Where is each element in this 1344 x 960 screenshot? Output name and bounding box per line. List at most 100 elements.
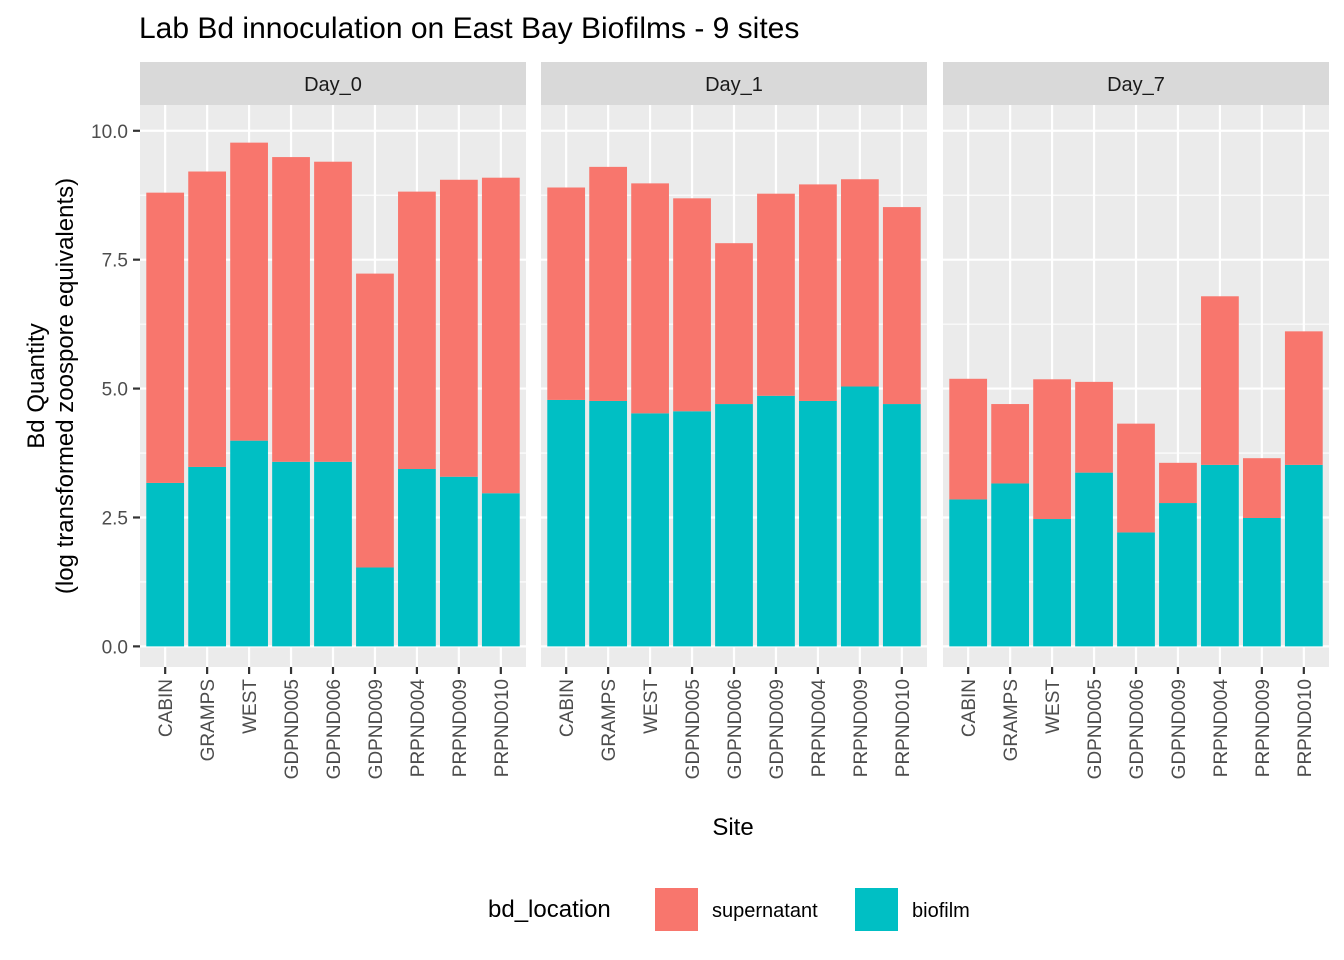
x-tick-label: GRAMPS: [1001, 679, 1022, 761]
bar-supernatant-PRPND004: [398, 191, 436, 470]
bar-supernatant-PRPND004: [799, 184, 837, 401]
bar-biofilm-PRPND010: [481, 493, 520, 647]
legend-label-biofilm: biofilm: [912, 900, 970, 922]
x-tick-label: PRPND010: [1295, 679, 1316, 777]
bar-supernatant-GRAMPS: [188, 171, 227, 467]
legend: bd_location supernatant biofilm: [488, 888, 970, 931]
facet-strip-Day_7: [943, 62, 1329, 105]
bar-supernatant-PRPND009: [1242, 458, 1281, 518]
bar-supernatant-GDPND006: [715, 243, 753, 405]
bar-biofilm-PRPND010: [882, 404, 921, 647]
y-axis: 0.0 2.5 5.0 7.5 10.0: [91, 122, 140, 658]
bar-supernatant-PRPND010: [882, 207, 921, 405]
x-tick-label: WEST: [641, 679, 662, 734]
bar-supernatant-GDPND009: [1159, 462, 1197, 504]
bar-biofilm-PRPND004: [398, 469, 436, 647]
x-tick-label: CABIN: [959, 679, 980, 737]
bar-supernatant-PRPND009: [840, 179, 879, 387]
y-tick-label: 7.5: [102, 251, 128, 272]
bar-supernatant-CABIN: [146, 192, 185, 483]
x-tick-label: GRAMPS: [599, 679, 620, 761]
bar-biofilm-GRAMPS: [188, 466, 227, 647]
x-tick-label: GDPND009: [1169, 679, 1190, 779]
facet-strip-label: Day_1: [705, 74, 763, 96]
x-tick-label: GDPND005: [282, 679, 303, 779]
x-tick-label: PRPND009: [450, 679, 471, 777]
bar-biofilm-GDPND009: [356, 567, 394, 647]
x-tick-label: PRPND009: [851, 679, 872, 777]
bar-supernatant-GDPND009: [356, 273, 394, 568]
x-tick-label: GDPND006: [725, 679, 746, 779]
bar-biofilm-GRAMPS: [589, 400, 628, 647]
x-tick-label: PRPND010: [893, 679, 914, 777]
bar-biofilm-GDPND005: [1075, 472, 1113, 647]
bar-supernatant-WEST: [1033, 379, 1071, 520]
bar-biofilm-GDPND006: [1117, 532, 1155, 647]
bar-biofilm-WEST: [230, 440, 268, 647]
x-tick-label: PRPND010: [492, 679, 513, 777]
bar-supernatant-WEST: [230, 142, 268, 441]
facet-panel-Day_7: Day_7 CABIN GRAMPS WEST GDPND005 GDPND006 GDPN…: [943, 62, 1329, 779]
y-tick-label: 2.5: [102, 508, 128, 529]
bar-biofilm-GDPND009: [1159, 503, 1197, 647]
facet-strip-label: Day_0: [304, 74, 362, 96]
bar-supernatant-GDPND009: [757, 193, 795, 396]
bar-supernatant-GDPND005: [1075, 381, 1113, 473]
facet-panels: Day_0 CABIN GRAMPS WEST GDPND005 GDPND006 GDPN…: [140, 62, 1329, 779]
facet-panel-Day_0: Day_0 CABIN GRAMPS WEST GDPND005 GDPND006 GDPN…: [140, 62, 526, 779]
facet-strip-Day_0: [140, 62, 526, 105]
bar-biofilm-WEST: [1033, 519, 1071, 647]
bar-supernatant-GRAMPS: [991, 404, 1030, 484]
bar-supernatant-GRAMPS: [589, 166, 628, 401]
y-tick-label: 10.0: [91, 122, 128, 143]
x-tick-label: WEST: [240, 679, 261, 734]
bar-biofilm-CABIN: [146, 482, 185, 647]
x-tick-label: GDPND005: [683, 679, 704, 779]
facet-strip-label: Day_7: [1107, 74, 1165, 96]
bar-supernatant-GDPND006: [1117, 423, 1155, 533]
legend-label-supernatant: supernatant: [712, 900, 818, 922]
bar-biofilm-GDPND005: [673, 411, 711, 647]
x-tick-label: WEST: [1043, 679, 1064, 734]
bar-biofilm-CABIN: [547, 399, 586, 647]
bar-biofilm-GDPND005: [272, 461, 310, 647]
legend-swatch-supernatant: [655, 888, 698, 931]
bar-biofilm-GDPND009: [757, 395, 795, 647]
chart-title: Lab Bd innoculation on East Bay Biofilms…: [139, 12, 799, 45]
bar-biofilm-PRPND010: [1284, 464, 1323, 647]
bar-biofilm-PRPND004: [799, 400, 837, 647]
bar-supernatant-PRPND004: [1201, 296, 1239, 465]
bar-biofilm-CABIN: [949, 499, 988, 647]
bar-biofilm-GDPND006: [314, 461, 352, 647]
bar-supernatant-WEST: [631, 183, 669, 414]
bar-biofilm-GRAMPS: [991, 483, 1030, 647]
y-tick-label: 5.0: [102, 380, 128, 401]
bar-biofilm-PRPND009: [1242, 517, 1281, 647]
x-tick-label: GDPND009: [366, 679, 387, 779]
bar-supernatant-PRPND009: [439, 179, 478, 477]
bar-supernatant-CABIN: [949, 378, 988, 500]
bar-supernatant-GDPND006: [314, 161, 352, 462]
x-tick-label: PRPND004: [809, 679, 830, 778]
bar-biofilm-PRPND009: [840, 386, 879, 647]
facet-panel-Day_1: Day_1 CABIN GRAMPS WEST GDPND005 GDPND006 GDPN…: [541, 62, 927, 779]
x-tick-label: GDPND006: [1127, 679, 1148, 779]
facet-strip-Day_1: [541, 62, 927, 105]
x-tick-label: GDPND009: [767, 679, 788, 779]
x-axis-title: Site: [712, 814, 753, 841]
bar-biofilm-PRPND009: [439, 476, 478, 647]
bar-biofilm-GDPND006: [715, 404, 753, 647]
x-tick-label: GRAMPS: [198, 679, 219, 761]
bar-supernatant-CABIN: [547, 187, 586, 400]
bar-supernatant-PRPND010: [481, 177, 520, 494]
legend-swatch-biofilm: [855, 888, 898, 931]
x-tick-label: GDPND006: [324, 679, 345, 779]
y-tick-label: 0.0: [102, 637, 128, 658]
bar-biofilm-PRPND004: [1201, 464, 1239, 647]
y-axis-title-line-1: Bd Quantity: [23, 323, 50, 448]
bar-supernatant-GDPND005: [272, 157, 310, 462]
x-tick-label: CABIN: [557, 679, 578, 737]
bar-supernatant-PRPND010: [1284, 331, 1323, 465]
x-tick-label: PRPND004: [1211, 679, 1232, 778]
